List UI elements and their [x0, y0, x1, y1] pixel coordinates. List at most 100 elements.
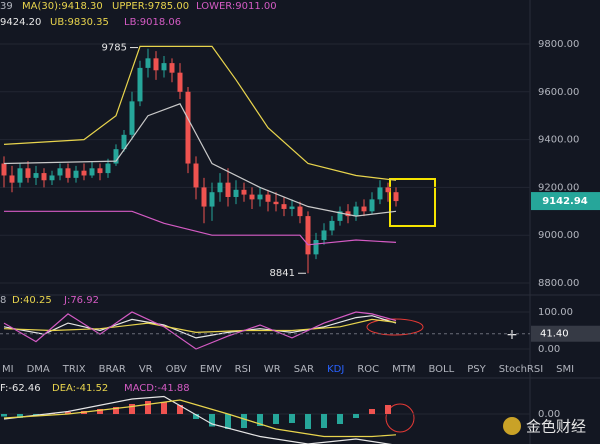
watermark: 金色财经	[526, 418, 586, 436]
price-badge-label: 9142.94	[542, 196, 588, 207]
candle-body	[241, 189, 247, 195]
price-badge	[531, 192, 600, 211]
candle-body	[345, 211, 351, 217]
highlight-box	[389, 178, 436, 227]
indicator-tab[interactable]: MTM	[392, 364, 415, 375]
macd-bar	[273, 414, 279, 424]
series-line	[3, 103, 397, 217]
legend-text: LB:9018.06	[124, 17, 181, 28]
indicator-tab[interactable]: ROC	[357, 364, 379, 375]
legend-text: UPPER:9785.00	[112, 1, 189, 12]
candle-body	[393, 192, 399, 202]
candle-body	[289, 206, 295, 209]
indicator-tab[interactable]: VR	[139, 364, 153, 375]
macd-bar	[241, 414, 247, 428]
candle-body	[1, 163, 7, 176]
legend-text: MA(30):9418.30	[22, 1, 103, 12]
macd-bar	[97, 409, 103, 414]
candle-body	[249, 194, 255, 200]
candle-body	[361, 206, 367, 212]
candle-body	[225, 182, 231, 197]
crosshair: +	[506, 327, 518, 343]
y-tick-label: 8800.00	[538, 278, 579, 289]
indicator-tab[interactable]: KDJ	[327, 364, 344, 375]
legend-text: MACD:-41.88	[124, 383, 190, 394]
candle-body	[49, 175, 55, 181]
series-line	[4, 210, 397, 246]
indicator-tab[interactable]: RSI	[235, 364, 251, 375]
candle-body	[377, 187, 383, 200]
candle-body	[281, 204, 287, 209]
candle-body	[65, 168, 71, 178]
macd-bar	[225, 414, 231, 429]
series-line	[3, 311, 397, 350]
candle-body	[265, 194, 271, 202]
candle-body	[41, 173, 47, 181]
indicator-tab[interactable]: OBV	[166, 364, 187, 375]
highlight-ellipse	[385, 403, 415, 433]
legend-text: F:-62.46	[0, 383, 41, 394]
legend-text: DEA:-41.52	[52, 383, 108, 394]
series-line	[3, 395, 393, 444]
candle-body	[369, 199, 375, 212]
indicator-tab[interactable]: BRAR	[99, 364, 126, 375]
candle-body	[121, 134, 127, 150]
indicator-tab[interactable]: SMI	[556, 364, 574, 375]
candle-body	[185, 91, 191, 164]
candle-body	[57, 168, 63, 176]
candle-body	[9, 175, 15, 183]
indicator-tab[interactable]: PSY	[467, 364, 486, 375]
macd-bar	[113, 407, 119, 414]
candle-body	[25, 168, 31, 178]
indicator-tab[interactable]: DMA	[27, 364, 50, 375]
candle-body	[233, 189, 239, 197]
candle-body	[217, 182, 223, 193]
macd-bar	[1, 414, 7, 417]
indicator-tab[interactable]: WR	[264, 364, 281, 375]
candle-body	[273, 201, 279, 205]
candle-body	[193, 163, 199, 188]
candle-body	[305, 216, 311, 255]
candle-body	[137, 67, 143, 102]
annotation-label: 8841	[270, 268, 295, 279]
macd-bar	[177, 405, 183, 414]
candle-body	[337, 211, 343, 221]
indicator-tab[interactable]: StochRSI	[499, 364, 543, 375]
candle-body	[17, 168, 23, 183]
macd-bar	[321, 414, 327, 428]
candle-body	[113, 149, 119, 164]
legend-text: 8	[0, 295, 6, 306]
candle-body	[313, 240, 319, 255]
candle-body	[297, 206, 303, 217]
candle-body	[73, 170, 79, 178]
candle-body	[329, 220, 335, 231]
macd-bar	[337, 414, 343, 424]
candle-body	[89, 168, 95, 176]
indicator-tab[interactable]: TRIX	[62, 364, 86, 375]
candle-body	[129, 101, 135, 135]
indicator-tab[interactable]: EMV	[200, 364, 222, 375]
series-line	[3, 45, 397, 181]
indicator-tab[interactable]: MI	[2, 364, 14, 375]
macd-bar	[17, 414, 23, 418]
macd-bar	[289, 414, 295, 423]
y-tick-label: 9200.00	[538, 182, 579, 193]
macd-bar	[193, 414, 199, 419]
legend-text: LOWER:9011.00	[196, 1, 277, 12]
macd-bar	[353, 414, 359, 418]
candle-body	[385, 187, 391, 193]
indicator-tab[interactable]: SAR	[294, 364, 314, 375]
candle-body	[105, 163, 111, 174]
watermark-logo	[503, 417, 521, 435]
y-tick-label: 100.00	[538, 307, 573, 318]
macd-bar	[305, 414, 311, 429]
candle-body	[33, 173, 39, 178]
candle-body	[177, 72, 183, 92]
indicator-tab[interactable]: BOLL	[429, 364, 455, 375]
cursor-badge-label: 41.40	[540, 329, 569, 340]
cursor-badge	[531, 325, 600, 342]
candle-body	[353, 206, 359, 217]
candle-body	[257, 194, 263, 200]
